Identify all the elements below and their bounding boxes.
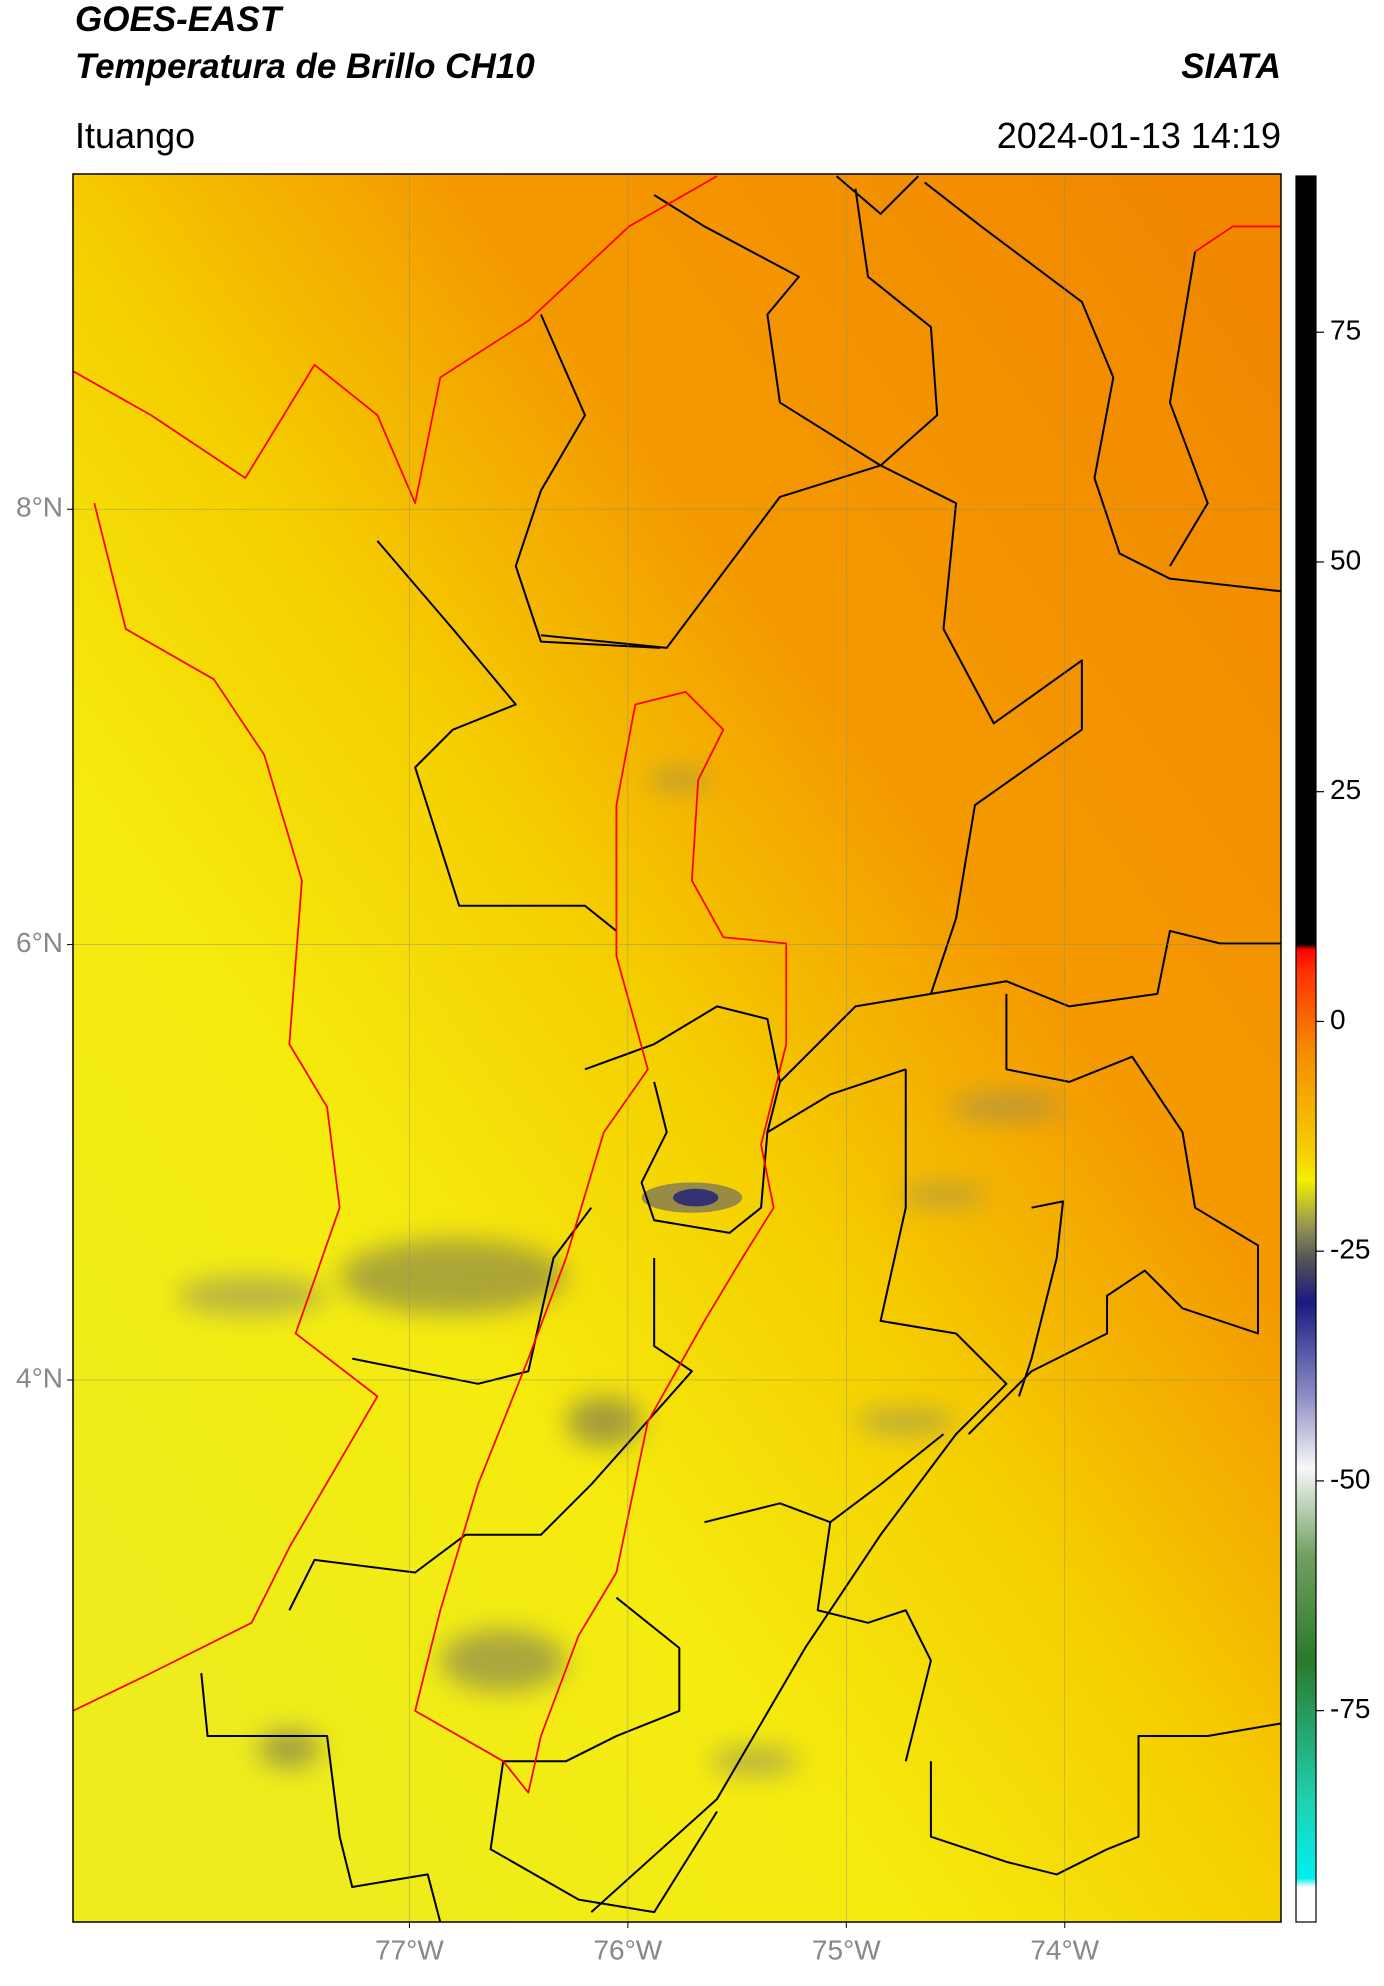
subtitle: Temperatura de Brillo CH10 (75, 47, 535, 86)
y-tick-label: 6°N (16, 927, 63, 958)
coast-and-basin (73, 175, 1281, 1794)
temperature-field (73, 174, 1281, 1922)
x-tick-label: 74°W (1030, 1934, 1099, 1965)
colorbar-tick-label: 0 (1330, 1004, 1346, 1035)
source: SIATA (1181, 47, 1281, 86)
convective-core (641, 1182, 743, 1213)
colorbar-tick-label: -25 (1330, 1234, 1370, 1265)
datetime: 2024-01-13 14:19 (997, 115, 1281, 156)
map-frame (72, 173, 1282, 1923)
colorbar-tick-label: 50 (1330, 544, 1361, 575)
x-tick-label: 77°W (375, 1934, 444, 1965)
x-tick-label: 75°W (812, 1934, 881, 1965)
colorbar-tick-label: 25 (1330, 774, 1361, 805)
grid (73, 174, 1281, 1922)
map (73, 174, 1281, 1922)
colorbar (1295, 175, 1317, 1923)
x-tick-label: 76°W (593, 1934, 662, 1965)
colorbar-tick-label: 75 (1330, 315, 1361, 346)
y-tick-label: 8°N (16, 492, 63, 523)
borders (200, 175, 1281, 1922)
y-tick-label: 4°N (16, 1362, 63, 1393)
colorbar-tick-label: -50 (1330, 1463, 1370, 1494)
title: GOES-EAST (75, 0, 284, 39)
colorbar-tick-label: -75 (1330, 1693, 1370, 1724)
location: Ituango (75, 115, 195, 156)
cloud-patches (176, 769, 1064, 1777)
